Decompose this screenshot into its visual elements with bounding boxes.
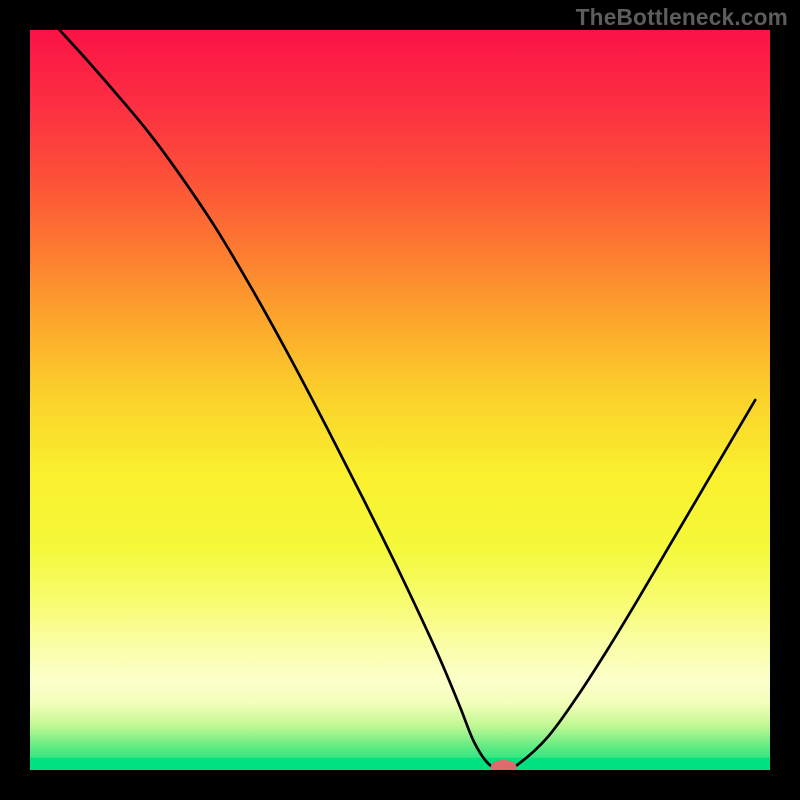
chart-container: TheBottleneck.com xyxy=(0,0,800,800)
plot-svg xyxy=(30,30,770,770)
gradient-background xyxy=(30,30,770,770)
watermark-text: TheBottleneck.com xyxy=(576,4,788,31)
green-band xyxy=(30,758,770,770)
plot-area xyxy=(30,30,770,770)
